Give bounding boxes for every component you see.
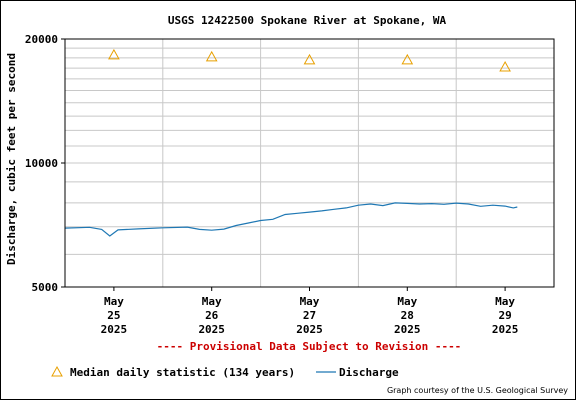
x-tick-label: 28	[401, 309, 414, 322]
legend: Median daily statistic (134 years) Discha…	[51, 365, 399, 379]
x-tick-label: 2025	[101, 323, 128, 336]
credit-text: Graph courtesy of the U.S. Geological Su…	[387, 386, 568, 395]
x-tick-label: 2025	[296, 323, 323, 336]
plot-marks	[64, 48, 518, 237]
legend-label-median: Median daily statistic (134 years)	[70, 366, 295, 379]
x-tick-label: 2025	[394, 323, 421, 336]
legend-label-discharge: Discharge	[339, 366, 399, 379]
provisional-notice: ---- Provisional Data Subject to Revisio…	[157, 340, 462, 353]
x-tick-label: May	[300, 295, 320, 308]
y-axis-label: Discharge, cubic feet per second	[5, 53, 18, 265]
x-tick-label: May	[104, 295, 124, 308]
x-tick-label: 27	[303, 309, 316, 322]
x-tick-label: 26	[205, 309, 219, 322]
x-axis-ticks: May252025May262025May272025May282025May2…	[101, 287, 519, 336]
grid	[65, 38, 554, 288]
median-point	[303, 53, 316, 65]
discharge-line	[64, 202, 518, 237]
median-point	[499, 60, 511, 72]
x-tick-label: 29	[498, 309, 511, 322]
y-tick-label: 5000	[32, 281, 59, 294]
legend-triangle-icon	[51, 365, 63, 377]
median-point	[205, 50, 218, 62]
chart-title: USGS 12422500 Spokane River at Spokane, …	[168, 14, 447, 27]
x-tick-label: May	[202, 295, 222, 308]
x-tick-label: 2025	[198, 323, 225, 336]
x-tick-label: 25	[107, 309, 120, 322]
x-tick-label: May	[495, 295, 515, 308]
y-tick-label: 10000	[25, 157, 58, 170]
x-tick-label: 2025	[492, 323, 519, 336]
y-tick-label: 20000	[25, 33, 58, 46]
median-point	[108, 48, 120, 60]
median-point	[401, 53, 414, 65]
y-axis-ticks: 5000 10000 20000	[25, 33, 65, 294]
x-tick-label: May	[397, 295, 417, 308]
